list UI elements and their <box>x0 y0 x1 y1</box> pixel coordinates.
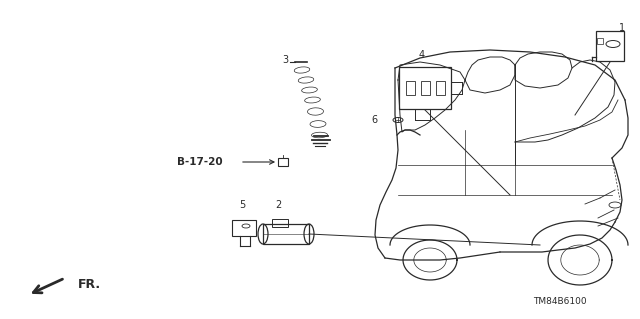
Text: TM84B6100: TM84B6100 <box>533 298 587 307</box>
Text: 4: 4 <box>419 50 425 60</box>
Bar <box>596 31 624 61</box>
Bar <box>272 219 288 227</box>
Bar <box>278 158 288 166</box>
Text: 1: 1 <box>619 23 625 33</box>
Text: FR.: FR. <box>78 278 101 292</box>
Bar <box>597 38 603 44</box>
Text: 3: 3 <box>282 55 288 65</box>
Bar <box>399 67 451 109</box>
Bar <box>420 81 429 95</box>
Bar <box>263 224 309 244</box>
Text: 5: 5 <box>239 200 245 210</box>
Bar <box>232 220 256 236</box>
Bar <box>406 81 415 95</box>
Text: 6: 6 <box>371 115 377 125</box>
Bar <box>435 81 445 95</box>
Text: B-17-20: B-17-20 <box>177 157 223 167</box>
Text: 2: 2 <box>275 200 281 210</box>
